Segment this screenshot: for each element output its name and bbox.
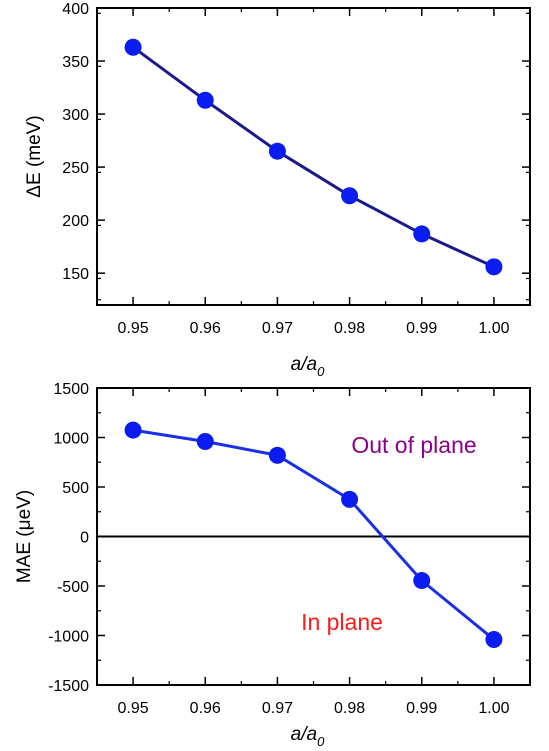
- x-tick-label: 0.96: [190, 320, 221, 337]
- y-tick-label: -1000: [48, 629, 89, 646]
- x-tick-label: 0.97: [262, 320, 293, 337]
- y-tick-label: 1500: [53, 381, 89, 398]
- data-point: [413, 225, 431, 243]
- x-tick-label: 0.99: [406, 320, 437, 337]
- data-point: [196, 91, 214, 109]
- series-line: [132, 45, 495, 269]
- y-tick-label: 150: [62, 266, 89, 283]
- mae-chart: 0.95 0.96 0.97 0.98 0.99 1.00 -1500 -1000 -500 0 5…: [14, 381, 531, 749]
- y-tick-label: 1000: [53, 431, 89, 448]
- y-axis-label: MAE (μeV): [14, 490, 35, 583]
- x-tick-label: 0.95: [118, 320, 149, 337]
- data-point: [485, 630, 503, 648]
- data-point: [485, 258, 503, 276]
- x-tick-label: 0.98: [334, 700, 365, 717]
- y-tick-label: 250: [62, 160, 89, 177]
- x-tick-label: 0.99: [406, 700, 437, 717]
- x-axis-label-main: a/a: [291, 724, 317, 745]
- data-point: [124, 38, 142, 56]
- y-tick-label: 400: [62, 1, 89, 18]
- annotation: In plane: [301, 609, 383, 635]
- data-point: [196, 432, 214, 450]
- data-point: [341, 490, 359, 508]
- y-tick-label: 0: [80, 530, 89, 547]
- x-axis-label-subscript: 0: [317, 734, 325, 749]
- y-axis-label: ΔE (meV): [24, 115, 45, 197]
- y-tick-label: 300: [62, 107, 89, 124]
- annotation: Out of plane: [351, 432, 476, 458]
- x-axis-label-subscript: 0: [317, 364, 325, 379]
- x-tick-label: 1.00: [478, 320, 509, 337]
- x-tick-label: 0.98: [334, 320, 365, 337]
- data-point: [268, 446, 286, 464]
- y-tick-label: 200: [62, 213, 89, 230]
- data-point: [341, 187, 359, 205]
- x-tick-label: 0.97: [262, 700, 293, 717]
- series-line: [132, 428, 495, 641]
- data-point: [124, 421, 142, 439]
- data-point: [268, 142, 286, 160]
- y-tick-label: -1500: [48, 678, 89, 695]
- x-tick-label: 0.96: [190, 700, 221, 717]
- x-tick-label: 1.00: [478, 700, 509, 717]
- delta-e-chart: 0.95 0.96 0.97 0.98 0.99 1.00 150 200 250 300 350 4…: [24, 1, 531, 379]
- x-axis-label: a/a0: [291, 724, 325, 749]
- x-axis-label: a/a0: [291, 354, 325, 379]
- x-axis-label-main: a/a: [291, 354, 317, 375]
- data-point: [413, 572, 431, 590]
- y-tick-label: -500: [57, 579, 89, 596]
- plot-frame: [96, 7, 531, 306]
- y-tick-label: 500: [62, 480, 89, 497]
- y-tick-label: 350: [62, 54, 89, 71]
- x-tick-label: 0.95: [118, 700, 149, 717]
